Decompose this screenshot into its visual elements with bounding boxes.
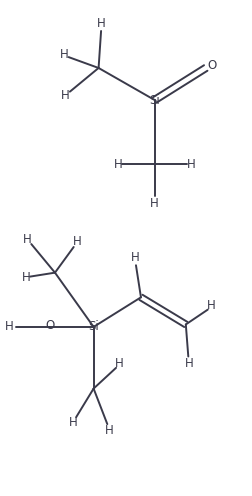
Text: H: H xyxy=(113,158,122,171)
Text: H: H xyxy=(115,358,124,371)
Text: H: H xyxy=(184,358,193,371)
Text: H: H xyxy=(60,48,69,61)
Text: Si: Si xyxy=(88,320,99,333)
Text: H: H xyxy=(105,424,113,437)
Text: H: H xyxy=(5,320,14,333)
Text: H: H xyxy=(61,89,70,102)
Text: H: H xyxy=(97,17,105,30)
Text: H: H xyxy=(69,416,77,429)
Text: H: H xyxy=(187,158,196,171)
Text: Si: Si xyxy=(149,94,160,107)
Text: H: H xyxy=(73,235,81,248)
Text: H: H xyxy=(150,197,159,210)
Text: H: H xyxy=(207,299,216,312)
Text: H: H xyxy=(23,233,32,246)
Text: O: O xyxy=(207,59,217,72)
Text: O: O xyxy=(45,319,55,332)
Text: H: H xyxy=(22,271,31,284)
Text: H: H xyxy=(131,251,140,264)
